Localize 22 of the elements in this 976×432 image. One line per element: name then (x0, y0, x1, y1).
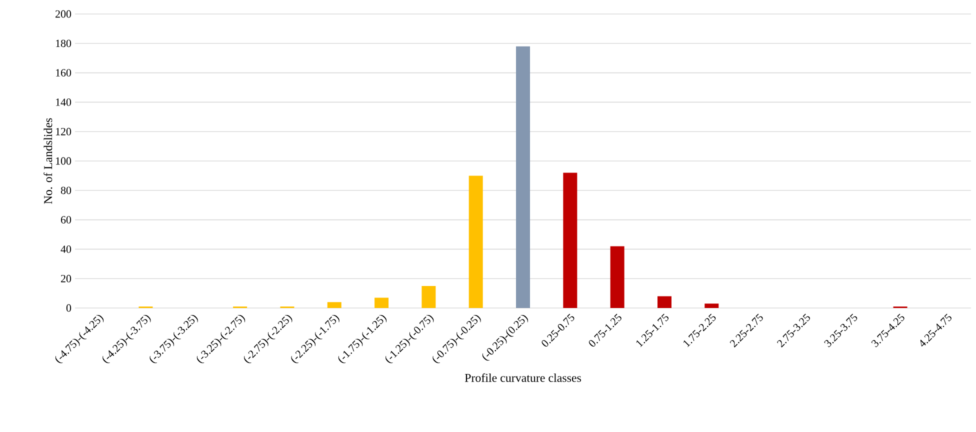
y-tick-label: 200 (56, 10, 72, 18)
y-tick-label: 60 (60, 216, 72, 224)
bar (422, 286, 436, 308)
y-tick-label: 20 (61, 274, 72, 282)
y-tick-label: 160 (56, 69, 72, 76)
bar (610, 246, 624, 308)
y-tick-label: 80 (60, 186, 72, 194)
y-tick-label: 40 (60, 246, 72, 253)
y-tick-label: 100 (56, 157, 72, 165)
y-tick-label: 120 (56, 128, 72, 136)
y-tick-label: 0 (66, 304, 72, 312)
bar (468, 176, 483, 308)
bar (374, 298, 389, 308)
bar (516, 46, 530, 308)
y-axis-title: No. of Landslides (44, 118, 52, 204)
y-tick-label: 140 (56, 98, 72, 106)
bar (704, 304, 719, 308)
bar (657, 296, 672, 308)
bar (327, 302, 342, 308)
bar (563, 172, 578, 308)
x-axis-title: Profile curvature classes (464, 373, 581, 382)
y-tick-label: 180 (56, 40, 72, 48)
